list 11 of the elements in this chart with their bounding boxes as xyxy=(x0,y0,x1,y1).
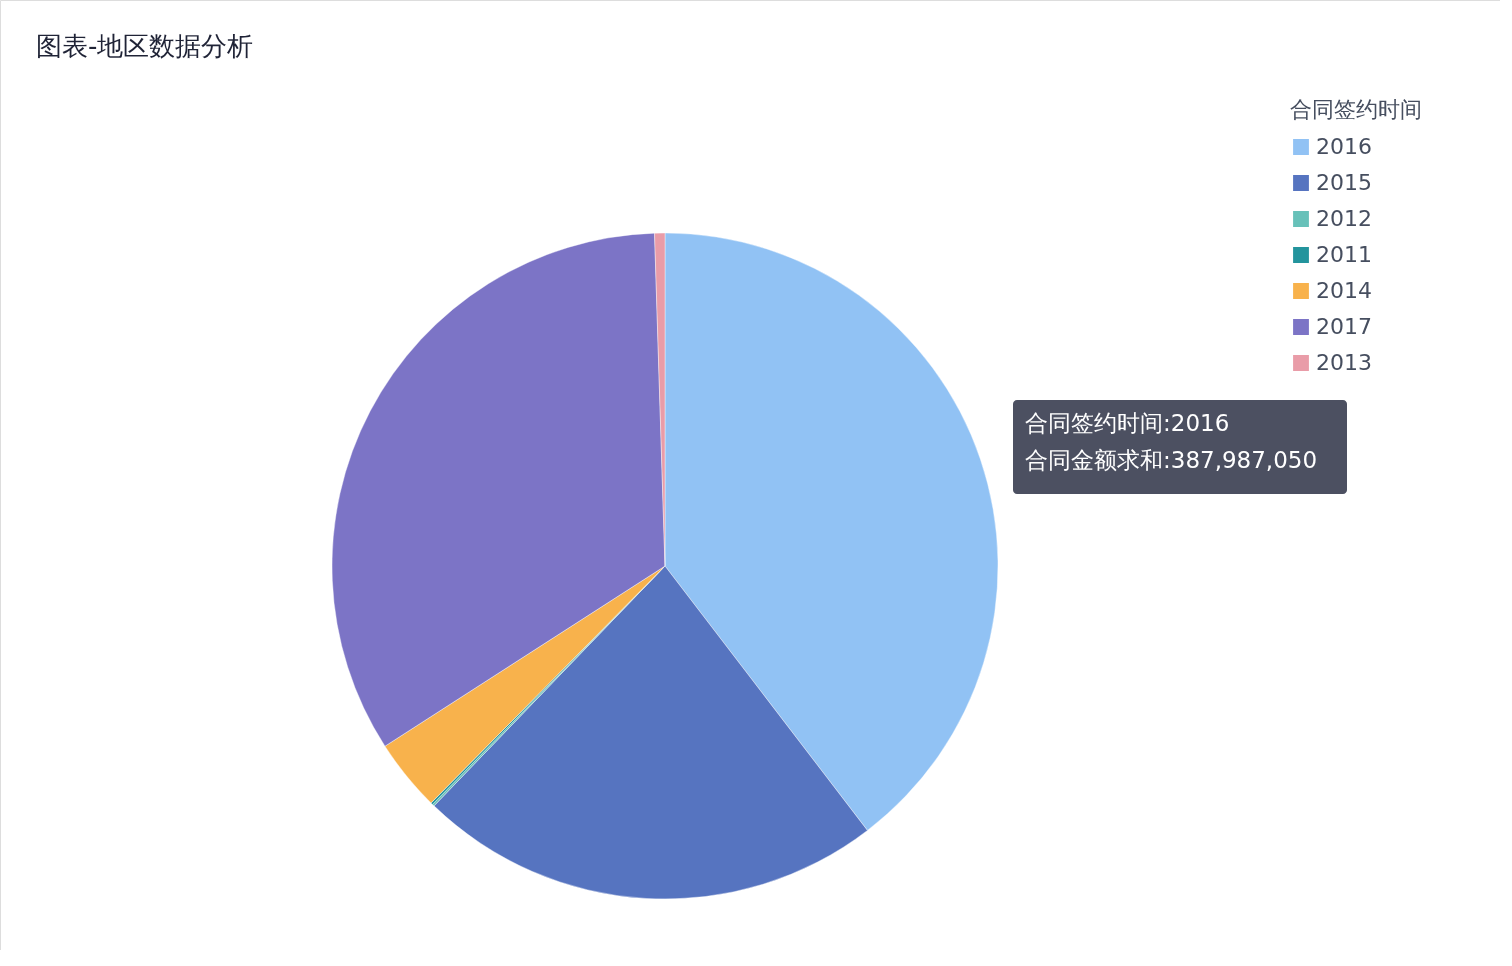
legend-label: 2016 xyxy=(1316,134,1372,159)
text: 合同签约时间:2016 xyxy=(1025,410,1230,436)
legend-label: 2011 xyxy=(1316,242,1372,267)
legend-title: 合同签约时间 xyxy=(1290,97,1422,122)
legend-label: 2014 xyxy=(1316,278,1372,303)
legend-label: 2015 xyxy=(1316,170,1372,195)
text: 合同金额求和:387,987,050 xyxy=(1025,447,1318,473)
legend-label: 2012 xyxy=(1316,206,1372,231)
legend-label: 2013 xyxy=(1316,350,1372,375)
chart-title: 图表-地区数据分析 xyxy=(36,31,254,61)
legend-label: 2017 xyxy=(1316,314,1372,339)
